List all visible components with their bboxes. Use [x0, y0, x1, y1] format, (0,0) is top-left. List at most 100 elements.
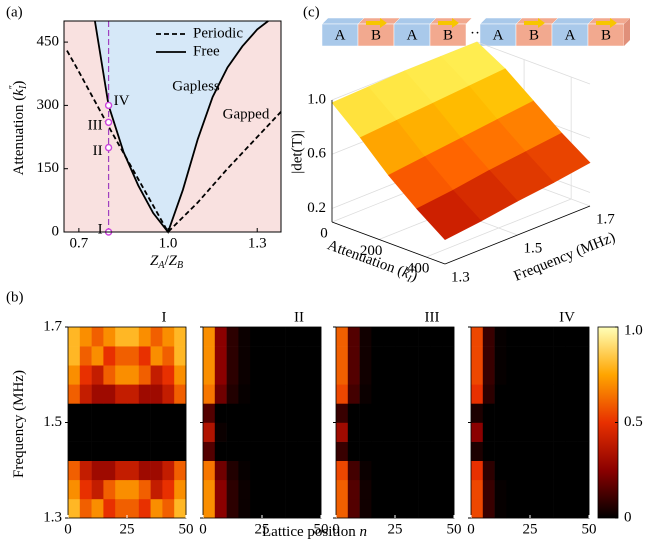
- heat-cell: [103, 422, 116, 442]
- heat-cell: [406, 365, 419, 385]
- heat-cell: [553, 327, 566, 347]
- heat-cell: [309, 384, 322, 404]
- heat-cell: [250, 403, 263, 423]
- heat-cell: [518, 498, 531, 519]
- label-sub: I: [405, 273, 413, 285]
- heat-cell: [250, 460, 263, 481]
- heatmap-title: II: [294, 309, 304, 325]
- x-tick-label: 0: [199, 521, 207, 537]
- heat-cell: [115, 441, 128, 461]
- heat-cell: [383, 346, 396, 366]
- heat-cell: [430, 479, 443, 500]
- heat-cell: [494, 422, 507, 442]
- heat-cell: [359, 441, 372, 461]
- heat-cell: [506, 346, 519, 366]
- heat-cell: [162, 422, 175, 442]
- heat-cell: [285, 346, 298, 366]
- heat-cell: [91, 346, 104, 366]
- heat-cell: [553, 346, 566, 366]
- heat-cell: [115, 403, 128, 423]
- heat-cell: [115, 384, 128, 404]
- y-tick-label: 0: [52, 223, 60, 239]
- heat-cell: [418, 441, 431, 461]
- heat-cell: [577, 498, 590, 519]
- heat-cell: [91, 365, 104, 385]
- heat-cell: [68, 346, 81, 366]
- heat-cell: [262, 460, 275, 481]
- heat-cell: [471, 479, 484, 500]
- heat-cell: [79, 441, 92, 461]
- heat-cell: [430, 498, 443, 519]
- heat-cell: [494, 479, 507, 500]
- heat-cell: [174, 441, 187, 461]
- heat-cell: [79, 403, 92, 423]
- heat-cell: [273, 365, 286, 385]
- heat-cell: [565, 346, 578, 366]
- heat-cell: [506, 384, 519, 404]
- heat-cell: [553, 384, 566, 404]
- y-tick-label: 1.5: [43, 414, 62, 430]
- heat-cell: [494, 327, 507, 347]
- block-label: B: [371, 27, 381, 43]
- heat-cell: [250, 365, 263, 385]
- heat-cell: [406, 384, 419, 404]
- panel-label: (c): [303, 4, 320, 20]
- heat-cell: [297, 441, 310, 461]
- heat-cell: [285, 441, 298, 461]
- heatmap-title: I: [162, 309, 167, 325]
- heat-cell: [273, 327, 286, 347]
- heat-cell: [138, 460, 151, 481]
- heat-cell: [138, 479, 151, 500]
- heat-cell: [383, 479, 396, 500]
- heat-cell: [138, 441, 151, 461]
- x-tick-label: 1.3: [248, 235, 267, 251]
- heat-cell: [285, 384, 298, 404]
- heat-cell: [238, 346, 251, 366]
- heat-cell: [273, 479, 286, 500]
- heat-cell: [174, 384, 187, 404]
- label-part: ): [409, 268, 419, 285]
- z-axis-label: |det(T)|: [289, 130, 305, 173]
- axis-label: ZA/ZB: [150, 253, 183, 271]
- heat-cell: [297, 403, 310, 423]
- heat-cell: [553, 365, 566, 385]
- heat-cell: [442, 327, 455, 347]
- heat-cell: [506, 327, 519, 347]
- heat-cell: [518, 384, 531, 404]
- heat-cell: [226, 403, 239, 423]
- heat-cell: [371, 422, 384, 442]
- heat-cell: [297, 460, 310, 481]
- heat-cell: [68, 327, 81, 347]
- heat-cell: [506, 422, 519, 442]
- label-sup: ″: [409, 264, 417, 276]
- heat-cell: [336, 460, 349, 481]
- heat-cell: [395, 365, 408, 385]
- heat-cell: [68, 403, 81, 423]
- heat-cell: [162, 384, 175, 404]
- heat-cell: [518, 479, 531, 500]
- heat-cell: [68, 460, 81, 481]
- heat-cell: [115, 422, 128, 442]
- heat-cell: [577, 460, 590, 481]
- heat-cell: [371, 460, 384, 481]
- heat-cell: [442, 479, 455, 500]
- heat-cell: [518, 365, 531, 385]
- heat-cell: [430, 403, 443, 423]
- heat-cell: [506, 403, 519, 423]
- heat-cell: [471, 403, 484, 423]
- heat-cell: [68, 384, 81, 404]
- x-tick-label: 400: [407, 260, 430, 276]
- heat-cell: [238, 460, 251, 481]
- heat-cell: [553, 498, 566, 519]
- heat-cell: [471, 498, 484, 519]
- heat-cell: [506, 365, 519, 385]
- heat-cell: [226, 498, 239, 519]
- heat-cell: [226, 441, 239, 461]
- heat-cell: [541, 441, 554, 461]
- heat-cell: [577, 384, 590, 404]
- block-top: [479, 17, 523, 25]
- heat-cell: [336, 403, 349, 423]
- x-tick-label: 200: [360, 243, 383, 259]
- panel-label: (a): [6, 4, 23, 20]
